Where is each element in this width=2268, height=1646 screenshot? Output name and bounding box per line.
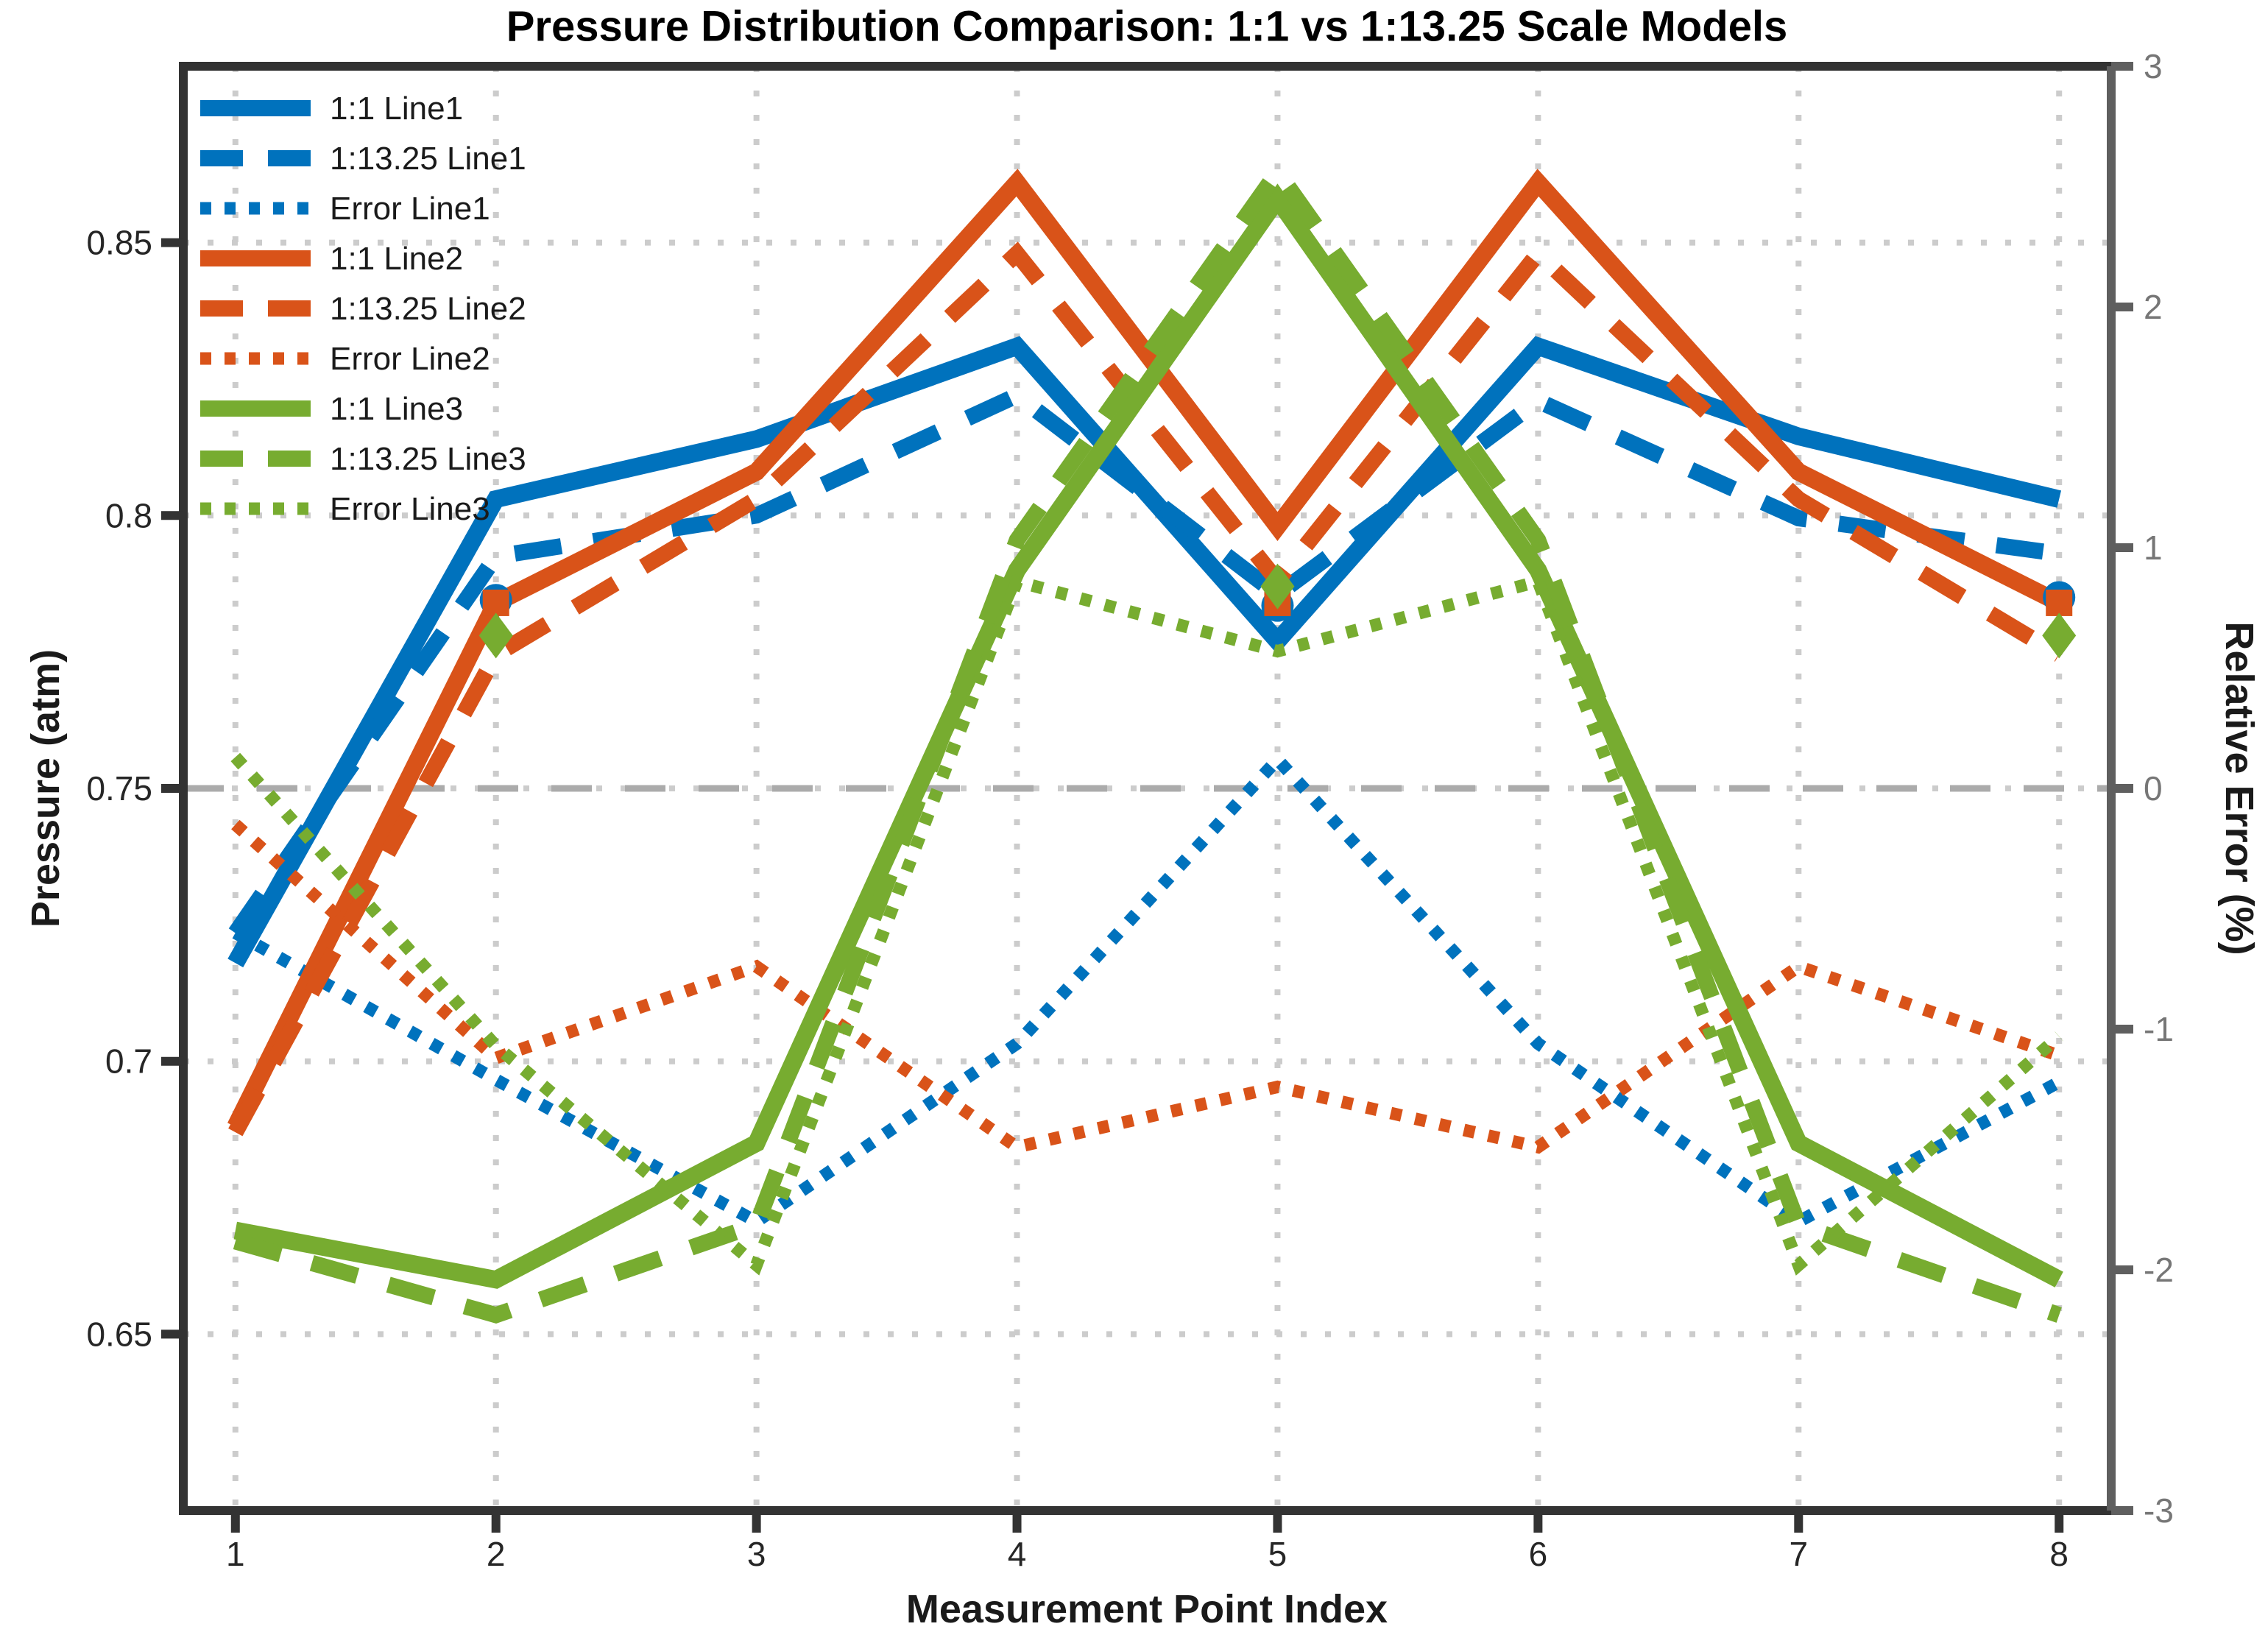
series-error-line3 — [230, 573, 2063, 1276]
chart-title: Pressure Distribution Comparison: 1:1 vs… — [506, 2, 1788, 51]
left-tick-label: 0.65 — [86, 1315, 152, 1353]
series-1-13-25-line2 — [228, 241, 2063, 1137]
marker-square — [482, 589, 509, 616]
legend-item-label: 1:1 Line3 — [330, 391, 463, 427]
series-error-line1 — [232, 750, 2063, 1229]
legend-item-label: 1:1 Line2 — [330, 241, 463, 277]
left-tick-label: 0.7 — [105, 1042, 152, 1081]
series-1-1-line2 — [227, 169, 2063, 1131]
right-tick-label: 2 — [2144, 288, 2163, 326]
marker-diamond — [478, 612, 513, 659]
series-1-13-25-line1 — [228, 386, 2060, 938]
left-tick-label: 0.75 — [86, 769, 152, 808]
left-tick-label: 0.8 — [105, 496, 152, 534]
legend-item-label: 1:13.25 Line3 — [330, 441, 526, 477]
y-axis-label-right: Relative Error (%) — [2217, 621, 2261, 956]
y-axis-label-left: Pressure (atm) — [24, 649, 68, 928]
marker-diamond — [2042, 612, 2077, 659]
x-tick-label: 6 — [1529, 1535, 1548, 1573]
x-axis-label: Measurement Point Index — [905, 1587, 1388, 1631]
legend-item-label: Error Line2 — [330, 341, 490, 377]
legend-item-label: Error Line3 — [330, 491, 490, 527]
marker-diamond — [1260, 563, 1295, 610]
legend-item-label: 1:1 Line1 — [330, 91, 463, 127]
right-tick-label: 3 — [2144, 47, 2163, 85]
series-1-13-25-line3 — [233, 158, 2062, 1324]
x-tick-label: 3 — [747, 1535, 766, 1573]
x-tick-label: 2 — [487, 1535, 506, 1573]
right-tick-label: -2 — [2144, 1251, 2174, 1289]
legend-item-label: 1:13.25 Line1 — [330, 141, 526, 177]
x-tick-label: 5 — [1268, 1535, 1287, 1573]
x-tick-label: 4 — [1008, 1535, 1027, 1573]
x-tick-label: 8 — [2049, 1535, 2069, 1573]
series-error-line2 — [231, 819, 2061, 1154]
right-tick-label: -3 — [2144, 1491, 2174, 1530]
left-tick-label: 0.85 — [86, 224, 152, 262]
marker-square — [2046, 589, 2073, 616]
x-tick-label: 7 — [1790, 1535, 1809, 1573]
right-tick-label: 0 — [2144, 769, 2163, 808]
x-tick-label: 1 — [226, 1535, 245, 1573]
series-1-1-line3 — [233, 183, 2063, 1289]
right-tick-label: -1 — [2144, 1010, 2174, 1048]
right-tick-label: 1 — [2144, 529, 2163, 567]
legend-item-label: Error Line1 — [330, 191, 490, 227]
series-1-1-line1 — [227, 336, 2062, 968]
legend-item-label: 1:13.25 Line2 — [330, 291, 526, 327]
